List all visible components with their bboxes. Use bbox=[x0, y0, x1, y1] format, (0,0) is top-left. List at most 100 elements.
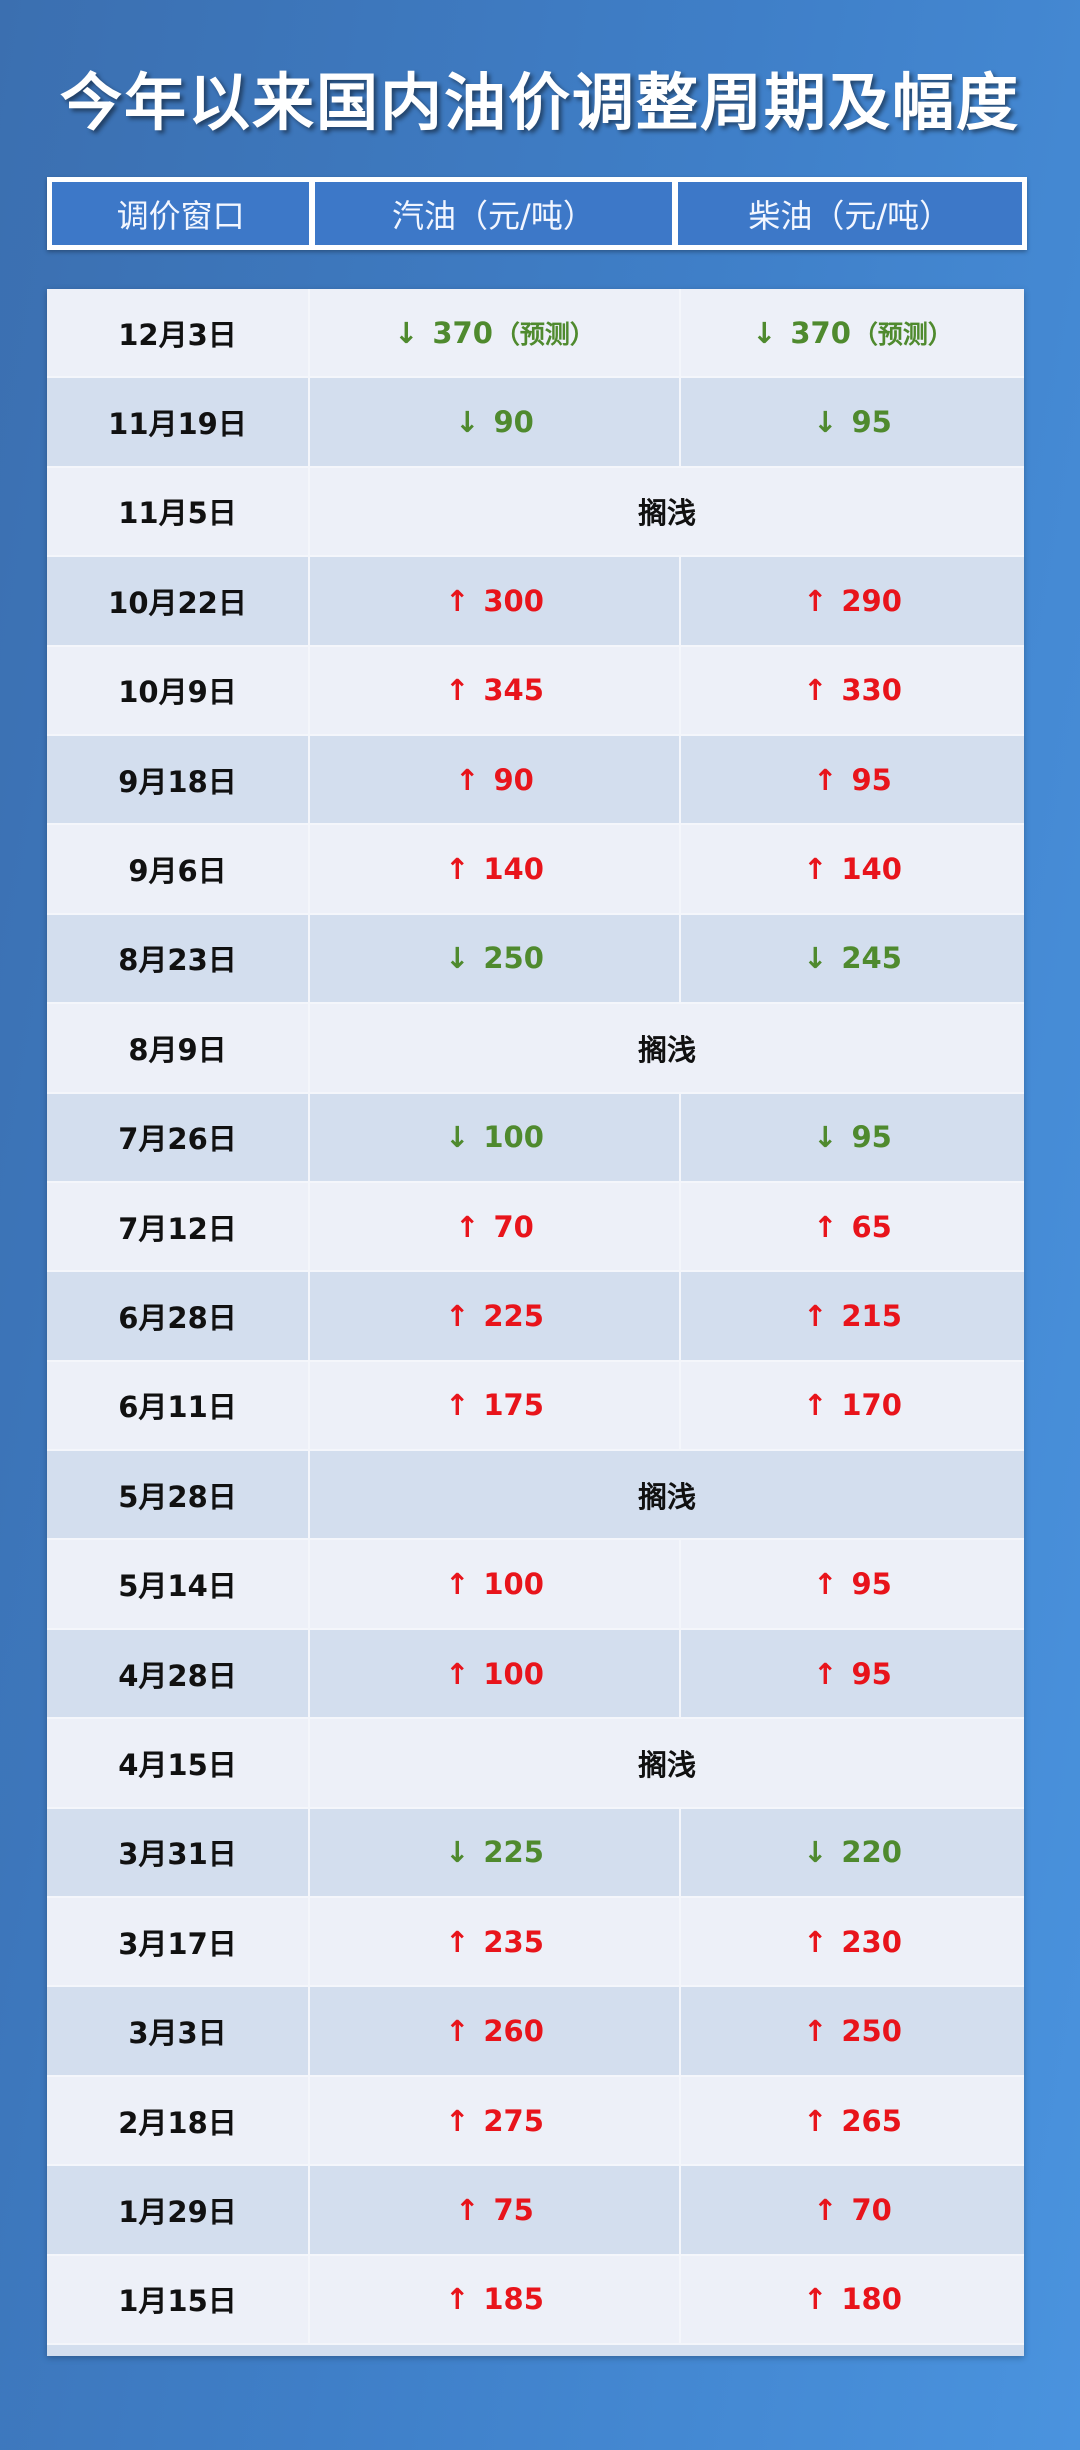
diesel-value: 265 bbox=[841, 2103, 902, 2138]
table-row: 3月31日 ↓ 225 ↓ 220 bbox=[47, 1808, 1024, 1899]
date-cell: 6月28日 bbox=[47, 1272, 310, 1360]
arrow-up-icon: ↑ bbox=[803, 1388, 828, 1423]
table-row: 7月26日 ↓ 100 ↓ 95 bbox=[47, 1093, 1024, 1183]
gasoline-cell: ↑ 300 bbox=[310, 557, 681, 645]
gasoline-cell: ↑ 225 bbox=[310, 1272, 681, 1360]
table-row: 7月12日 ↑ 70 ↑ 65 bbox=[47, 1182, 1024, 1273]
gasoline-value: 100 bbox=[483, 1656, 544, 1691]
date-cell: 11月19日 bbox=[47, 378, 310, 466]
table-row: 8月9日 搁浅 bbox=[47, 1004, 1024, 1094]
arrow-down-icon: ↓ bbox=[752, 315, 777, 350]
date-cell: 2月18日 bbox=[47, 2076, 310, 2165]
diesel-value: 95 bbox=[851, 1656, 892, 1691]
table-row: 9月6日 ↑ 140 ↑ 140 bbox=[47, 825, 1024, 915]
arrow-up-icon: ↑ bbox=[445, 2014, 470, 2049]
diesel-cell: ↑ 70 bbox=[681, 2166, 1024, 2253]
diesel-value: 95 bbox=[851, 405, 892, 440]
gasoline-value: 70 bbox=[493, 1209, 534, 1244]
arrow-up-icon: ↑ bbox=[803, 1298, 828, 1333]
date-cell: 4月15日 bbox=[47, 1719, 310, 1807]
diesel-cell: ↓ 95 bbox=[681, 1094, 1024, 1181]
table-row: 6月28日 ↑ 225 ↑ 215 bbox=[47, 1272, 1024, 1362]
date-cell: 4月28日 bbox=[47, 1629, 310, 1718]
table-row: 12月3日 ↓ 370 （预测） ↓ 370 （预测） bbox=[47, 289, 1024, 379]
arrow-up-icon: ↑ bbox=[445, 583, 470, 618]
arrow-up-icon: ↑ bbox=[445, 852, 470, 887]
gasoline-value: 235 bbox=[483, 1924, 544, 1959]
arrow-down-icon: ↓ bbox=[813, 405, 838, 440]
gasoline-value: 300 bbox=[483, 583, 544, 618]
diesel-cell: ↑ 230 bbox=[681, 1898, 1024, 1985]
date-cell: 10月22日 bbox=[47, 557, 310, 645]
arrow-up-icon: ↑ bbox=[445, 1656, 470, 1691]
diesel-note: （预测） bbox=[852, 319, 953, 349]
date-cell: 1月15日 bbox=[47, 2255, 310, 2343]
status-cell: 搁浅 bbox=[637, 1747, 696, 1782]
arrow-up-icon: ↑ bbox=[803, 673, 828, 708]
table-row: 11月5日 搁浅 bbox=[47, 467, 1024, 558]
diesel-value: 65 bbox=[851, 1209, 892, 1244]
gasoline-value: 250 bbox=[483, 941, 544, 976]
diesel-cell: ↑ 215 bbox=[681, 1272, 1024, 1359]
gasoline-cell: ↑ 140 bbox=[310, 825, 681, 913]
arrow-up-icon: ↑ bbox=[803, 2014, 828, 2049]
gasoline-value: 90 bbox=[493, 405, 534, 440]
gasoline-value: 225 bbox=[483, 1835, 544, 1870]
diesel-cell: ↓ 95 bbox=[681, 378, 1024, 465]
arrow-up-icon: ↑ bbox=[813, 1209, 838, 1244]
diesel-value: 230 bbox=[841, 1924, 902, 1959]
arrow-down-icon: ↓ bbox=[803, 941, 828, 976]
arrow-up-icon: ↑ bbox=[803, 2103, 828, 2138]
diesel-cell: ↑ 330 bbox=[681, 647, 1024, 734]
gasoline-cell: ↑ 90 bbox=[310, 735, 681, 824]
date-cell: 9月18日 bbox=[47, 735, 310, 824]
diesel-cell: ↑ 95 bbox=[681, 736, 1024, 823]
arrow-down-icon: ↓ bbox=[445, 941, 470, 976]
arrow-up-icon: ↑ bbox=[803, 1924, 828, 1959]
status-cell: 搁浅 bbox=[637, 496, 696, 531]
gasoline-cell: ↑ 70 bbox=[310, 1182, 681, 1271]
arrow-up-icon: ↑ bbox=[455, 762, 480, 797]
status-cell: 搁浅 bbox=[637, 1479, 696, 1514]
diesel-value: 170 bbox=[841, 1388, 902, 1423]
table-header: 调价窗口 汽油（元/吨） 柴油（元/吨） bbox=[47, 177, 1027, 250]
diesel-cell: ↑ 180 bbox=[681, 2256, 1024, 2343]
arrow-up-icon: ↑ bbox=[445, 1924, 470, 1959]
gasoline-value: 185 bbox=[483, 2282, 544, 2317]
gasoline-cell: ↑ 175 bbox=[310, 1361, 681, 1450]
diesel-cell: ↑ 95 bbox=[681, 1540, 1024, 1627]
arrow-up-icon: ↑ bbox=[803, 852, 828, 887]
table-row: 8月23日 ↓ 250 ↓ 245 bbox=[47, 914, 1024, 1005]
date-cell: 5月28日 bbox=[47, 1451, 310, 1539]
table-row: 6月11日 ↑ 175 ↑ 170 bbox=[47, 1361, 1024, 1452]
arrow-up-icon: ↑ bbox=[813, 2192, 838, 2227]
gasoline-value: 260 bbox=[483, 2014, 544, 2049]
diesel-value: 215 bbox=[841, 1298, 902, 1333]
diesel-value: 330 bbox=[841, 673, 902, 708]
diesel-value: 180 bbox=[841, 2282, 902, 2317]
diesel-cell: ↑ 250 bbox=[681, 1987, 1024, 2074]
gasoline-cell: ↑ 345 bbox=[310, 646, 681, 734]
diesel-value: 290 bbox=[841, 583, 902, 618]
diesel-value: 95 bbox=[851, 1120, 892, 1155]
gasoline-value: 345 bbox=[483, 673, 544, 708]
gasoline-cell: ↓ 90 bbox=[310, 378, 681, 466]
date-cell: 12月3日 bbox=[47, 289, 310, 377]
gasoline-cell: ↑ 260 bbox=[310, 1987, 681, 2075]
table-row: 10月9日 ↑ 345 ↑ 330 bbox=[47, 646, 1024, 736]
gasoline-value: 370 bbox=[432, 315, 493, 350]
table-row: 5月28日 搁浅 bbox=[47, 1451, 1024, 1541]
arrow-up-icon: ↑ bbox=[445, 1298, 470, 1333]
table-row: 9月18日 ↑ 90 ↑ 95 bbox=[47, 735, 1024, 826]
header-date: 调价窗口 bbox=[52, 182, 310, 245]
gasoline-cell: ↓ 100 bbox=[310, 1093, 681, 1181]
date-cell: 11月5日 bbox=[47, 467, 310, 556]
diesel-cell: ↓ 245 bbox=[681, 915, 1024, 1002]
date-cell: 7月26日 bbox=[47, 1093, 310, 1181]
price-table: 12月3日 ↓ 370 （预测） ↓ 370 （预测） 11月19日 ↓ 90 ↓ 95 11月5日 搁浅… bbox=[47, 289, 1024, 2356]
arrow-down-icon: ↓ bbox=[445, 1120, 470, 1155]
gasoline-cell: ↑ 100 bbox=[310, 1629, 681, 1718]
date-cell: 3月31日 bbox=[47, 1808, 310, 1897]
gasoline-value: 100 bbox=[483, 1567, 544, 1602]
date-cell: 6月11日 bbox=[47, 1361, 310, 1450]
